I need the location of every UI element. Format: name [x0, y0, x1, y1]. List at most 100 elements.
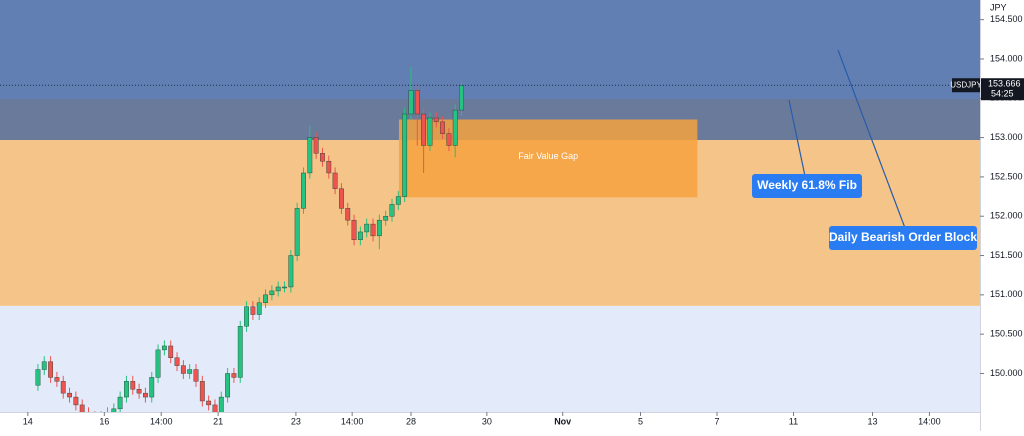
- y-tick-label: 154.000: [990, 53, 1023, 63]
- candle-body: [237, 326, 243, 378]
- x-tick-label: Nov: [554, 416, 571, 426]
- x-tick-label: 5: [638, 416, 643, 426]
- candle-body: [180, 365, 186, 374]
- candle-body: [440, 121, 445, 134]
- candle-body: [168, 345, 174, 358]
- candle-body: [86, 413, 90, 417]
- candle-body: [149, 377, 155, 398]
- fvg-label: Fair Value Gap: [518, 151, 578, 161]
- candle-body: [35, 369, 41, 386]
- x-tick-label: 23: [291, 416, 301, 426]
- candle-body: [282, 286, 287, 289]
- currency-label: JPY: [990, 2, 1007, 12]
- x-tick-label: 14:00: [150, 416, 173, 426]
- candle-body: [263, 294, 268, 303]
- candle-body: [193, 369, 199, 382]
- candle-body: [414, 90, 420, 115]
- y-tick-label: 151.000: [990, 289, 1023, 299]
- symbol-label: USDJPY: [950, 80, 982, 89]
- candle-body: [124, 381, 129, 398]
- y-tick-label: 150.500: [990, 329, 1023, 339]
- candle-body: [370, 223, 376, 237]
- candle-body: [269, 290, 275, 296]
- candle-body: [446, 133, 452, 146]
- candle-body: [256, 302, 262, 315]
- x-tick-label: 14:00: [918, 416, 941, 426]
- x-tick-label: 21: [213, 416, 223, 426]
- plot-area: Fair Value Gap: [0, 0, 980, 417]
- price-tag: [981, 78, 1024, 101]
- candle-body: [136, 388, 142, 394]
- callout-text: Weekly 61.8% Fib: [757, 178, 857, 192]
- candle-body: [161, 345, 167, 351]
- candle-body: [459, 85, 464, 111]
- x-tick-label: 7: [714, 416, 719, 426]
- candle-body: [402, 113, 408, 197]
- candle-body: [206, 400, 212, 406]
- candle-body: [433, 117, 439, 123]
- candle-body: [427, 117, 433, 146]
- x-tick-label: 13: [868, 416, 878, 426]
- candle-body: [212, 404, 218, 412]
- candle-body: [48, 361, 53, 378]
- y-tick-label: 152.500: [990, 171, 1023, 181]
- callout: Weekly 61.8% Fib: [752, 174, 862, 198]
- candle-body: [250, 306, 256, 315]
- candle-body: [60, 381, 66, 394]
- zone: [0, 305, 980, 412]
- candle-body: [130, 381, 136, 390]
- candle-body: [111, 408, 117, 412]
- candle-body: [351, 219, 357, 241]
- candle-body: [357, 231, 363, 241]
- candle-body: [452, 109, 458, 146]
- candle-body: [244, 306, 249, 327]
- candle-body: [54, 377, 60, 382]
- candle-body: [199, 381, 205, 402]
- x-tick-label: 11: [789, 416, 798, 426]
- candle-body: [187, 369, 193, 374]
- candle-body: [117, 396, 123, 410]
- candle-body: [389, 204, 395, 217]
- x-tick-label: 14:00: [341, 416, 364, 426]
- y-tick-label: 151.500: [990, 250, 1023, 260]
- y-tick-label: 153.000: [990, 132, 1023, 142]
- candle-body: [288, 255, 294, 288]
- y-tick-label: 154.500: [990, 14, 1023, 24]
- candle-body: [326, 160, 332, 174]
- candle-body: [231, 373, 237, 378]
- candle-body: [73, 396, 79, 406]
- candle-body: [313, 137, 319, 154]
- candle-body: [67, 392, 72, 398]
- candle-body: [174, 357, 180, 366]
- candle-body: [275, 286, 281, 292]
- candle-body: [364, 223, 370, 233]
- candle-body: [155, 349, 161, 378]
- candle-body: [395, 196, 401, 205]
- countdown-label: 54:25: [991, 89, 1014, 99]
- candle-body: [320, 153, 325, 162]
- candle-body: [345, 208, 351, 221]
- callout: Daily Bearish Order Block: [829, 226, 977, 250]
- candle-body: [332, 172, 338, 189]
- candle-body: [79, 404, 85, 412]
- callout-line: [788, 99, 806, 177]
- x-tick-label: 28: [406, 416, 416, 426]
- candle-body: [376, 219, 382, 237]
- candle-body: [218, 396, 224, 412]
- y-tick-label: 152.000: [990, 211, 1023, 221]
- x-tick-label: 16: [99, 416, 109, 426]
- candle-body: [383, 216, 389, 221]
- candle-body: [143, 392, 148, 398]
- y-tick-label: 150.000: [990, 368, 1023, 378]
- candle-body: [339, 188, 344, 209]
- symbol-tag: [952, 78, 980, 93]
- callout-box: [752, 174, 862, 198]
- x-tick-label: 30: [482, 416, 492, 426]
- candle-body: [408, 90, 414, 115]
- x-tick-label: 14: [23, 416, 33, 426]
- candle-body: [301, 172, 306, 209]
- candle-body: [41, 361, 47, 370]
- candle-body: [307, 137, 313, 174]
- candle-body: [225, 373, 231, 398]
